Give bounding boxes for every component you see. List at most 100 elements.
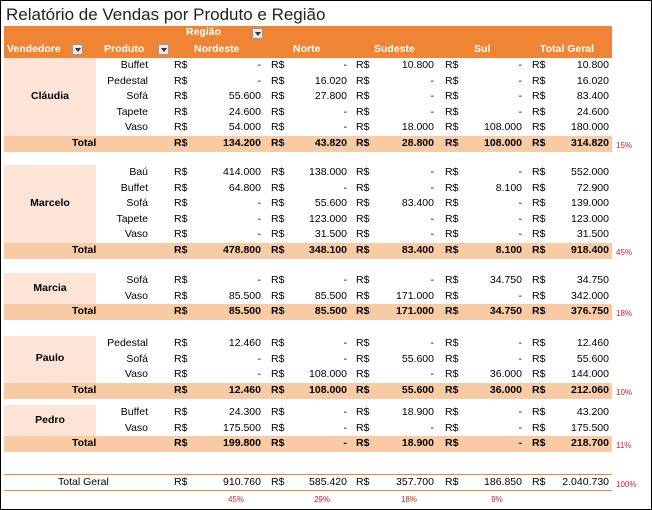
value-cell: - [518,166,523,178]
currency-label: R$ [445,136,459,149]
currency-label: R$ [271,166,285,178]
currency-label: R$ [271,406,285,418]
currency-label: R$ [532,74,546,87]
currency-label: R$ [174,476,188,488]
total-label: Total [72,136,97,149]
currency-label: R$ [356,197,370,209]
currency-label: R$ [271,421,285,434]
vendedor-cell[interactable] [4,273,96,304]
value-cell: 83.400 [576,90,609,102]
currency-label: R$ [445,121,459,133]
total-value: 478.800 [223,243,261,256]
vendedor-filter-button[interactable] [72,44,83,55]
value-cell: - [518,421,523,434]
value-cell: 123.000 [571,212,609,225]
value-cell: 31.500 [576,228,609,240]
total-label: Total [72,243,97,256]
currency-label: R$ [445,421,459,434]
value-cell: 175.500 [571,421,609,434]
region-percent: 18% [400,495,417,504]
value-cell: - [430,166,435,178]
currency-label: R$ [174,136,188,149]
total-value: 218.700 [571,437,609,449]
currency-label: R$ [445,181,459,194]
currency-label: R$ [271,136,285,149]
vendedor-cell[interactable] [4,165,96,243]
currency-label: R$ [271,437,285,449]
currency-label: R$ [356,289,370,302]
vendedor-name: Pedro [35,413,65,426]
total-value: 918.400 [571,243,609,256]
currency-label: R$ [356,406,370,418]
value-cell: - [430,74,435,87]
value-cell: 10.800 [576,59,609,71]
total-value: 83.400 [401,243,434,256]
currency-label: R$ [271,305,285,317]
vendedor-cell[interactable] [4,58,96,136]
currency-label: R$ [532,337,546,349]
value-cell: 108.000 [484,121,522,133]
currency-label: R$ [174,74,188,87]
report-title: Relatório de Vendas por Produto e Região [6,5,326,24]
value-cell: - [430,421,435,434]
currency-label: R$ [356,352,370,365]
value-cell: - [343,121,348,133]
currency-label: R$ [356,212,370,225]
value-cell: - [518,197,523,209]
produto-filter-button[interactable] [158,44,169,55]
produto-label: Tapete [116,105,148,118]
currency-label: R$ [174,421,188,434]
vendedor-name: Marcelo [30,196,70,209]
total-value: 28.800 [401,136,434,149]
produto-label: Baú [129,166,148,178]
header-vendedor: Vendedore [7,43,61,55]
value-cell: - [257,197,262,209]
value-cell: - [518,59,523,71]
total-value: 376.750 [571,305,609,317]
currency-label: R$ [174,437,188,449]
value-cell: - [257,352,262,365]
currency-label: R$ [356,421,370,434]
currency-label: R$ [356,121,370,133]
vendedor-name: Paulo [35,352,65,365]
grand-total-value: 186.850 [484,476,522,488]
header-norte: Norte [293,43,321,55]
grand-total-bottom-line [4,490,612,491]
group-percent: 10% [616,387,633,397]
regiao-filter-button[interactable] [252,28,263,39]
currency-label: R$ [271,212,285,225]
header-produto: Produto [104,43,145,55]
produto-label: Buffet [120,59,148,71]
grand-total-value: 585.420 [309,476,347,488]
vendedor-cell[interactable] [4,336,96,383]
total-value: 55.600 [401,383,434,396]
currency-label: R$ [174,197,188,209]
currency-label: R$ [445,305,459,317]
currency-label: R$ [532,228,546,240]
value-cell: 27.800 [314,90,347,102]
vendedor-cell[interactable] [4,405,96,436]
region-percent: 45% [227,495,244,504]
group-percent: 11% [616,441,632,450]
currency-label: R$ [445,437,459,449]
currency-label: R$ [356,136,370,149]
currency-label: R$ [271,74,285,87]
value-cell: 54.000 [228,121,261,133]
total-value: 108.000 [484,136,522,149]
value-cell: 55.600 [576,352,609,365]
total-value: 18.900 [401,437,434,449]
currency-label: R$ [445,352,459,365]
currency-label: R$ [174,337,188,349]
currency-label: R$ [532,59,546,71]
value-cell: 18.000 [401,121,434,133]
value-cell: - [430,337,435,349]
grand-total-percent: 100% [616,480,637,489]
currency-label: R$ [356,437,370,449]
currency-label: R$ [356,105,370,118]
currency-label: R$ [445,337,459,349]
total-row [4,436,612,452]
value-cell: 180.000 [571,121,609,133]
value-cell: - [430,105,435,118]
currency-label: R$ [174,406,188,418]
value-cell: 43.200 [576,406,609,418]
